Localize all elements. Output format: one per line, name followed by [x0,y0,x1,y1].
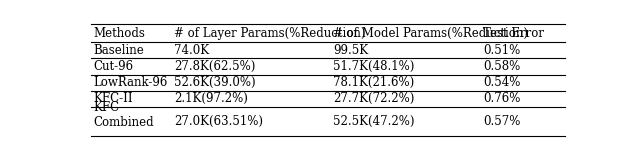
Text: Test Error: Test Error [483,27,544,40]
Text: 27.8K(62.5%): 27.8K(62.5%) [174,60,255,73]
Text: Baseline: Baseline [93,44,144,57]
Text: Cut-96: Cut-96 [93,60,134,73]
Text: 99.5K: 99.5K [333,44,368,57]
Text: LowRank-96: LowRank-96 [93,76,168,89]
Text: 0.58%: 0.58% [483,60,520,73]
Text: 51.7K(48.1%): 51.7K(48.1%) [333,60,414,73]
Text: 78.1K(21.6%): 78.1K(21.6%) [333,76,414,89]
Text: 0.51%: 0.51% [483,44,520,57]
Text: 2.1K(97.2%): 2.1K(97.2%) [174,92,248,105]
Text: 27.0K(63.51%): 27.0K(63.51%) [174,115,263,128]
Text: 27.7K(72.2%): 27.7K(72.2%) [333,92,414,105]
Text: 52.5K(47.2%): 52.5K(47.2%) [333,115,415,128]
Text: 0.76%: 0.76% [483,92,520,105]
Text: Methods: Methods [93,27,145,40]
Text: 0.57%: 0.57% [483,115,520,128]
Text: 52.6K(39.0%): 52.6K(39.0%) [174,76,256,89]
Text: 0.54%: 0.54% [483,76,520,89]
Text: # of Model Params(%Reduction): # of Model Params(%Reduction) [333,27,528,40]
Text: KFC-
Combined: KFC- Combined [93,101,154,129]
Text: 74.0K: 74.0K [174,44,209,57]
Text: # of Layer Params(%Reduction): # of Layer Params(%Reduction) [174,27,365,40]
Text: KFC-II: KFC-II [93,92,133,105]
